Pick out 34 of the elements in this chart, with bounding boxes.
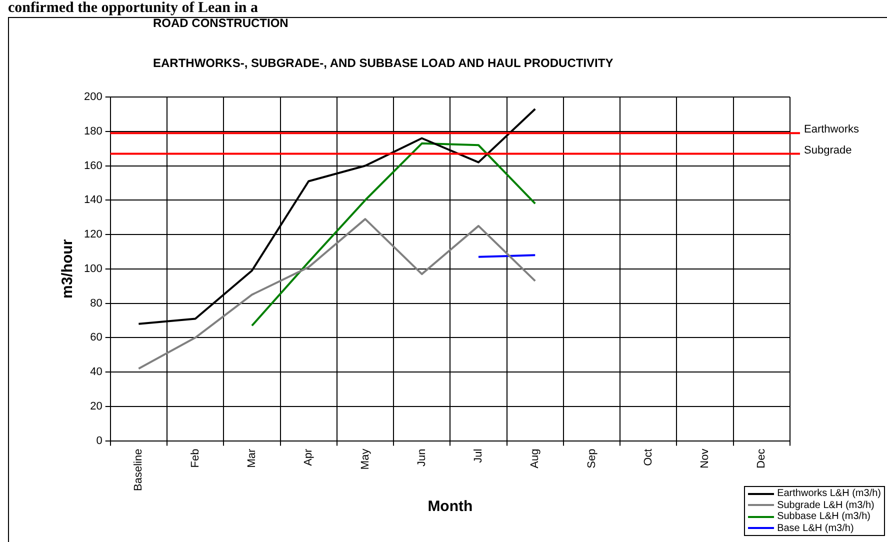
x-tick-label: Oct (642, 448, 654, 466)
y-tick-label: 100 (84, 262, 102, 275)
y-tick-label: 40 (90, 366, 102, 378)
x-tick-label: Jun (416, 448, 428, 467)
y-tick-label: 80 (90, 297, 102, 310)
x-tick-label: Aug (529, 448, 542, 468)
legend-label: Earthworks L&H (m3/h) (777, 488, 881, 500)
x-axis-title: Month (428, 498, 473, 516)
x-tick-label: Sep (586, 448, 598, 468)
x-tick-label: Mar (246, 448, 258, 468)
y-tick-label: 140 (84, 194, 102, 206)
y-tick-label: 0 (96, 434, 102, 447)
ref-line-label: Earthworks (804, 124, 860, 136)
x-tick-label: Jul (472, 448, 485, 463)
y-tick-label: 120 (84, 228, 102, 241)
chart-title: ROAD CONSTRUCTION (153, 16, 288, 30)
x-tick-label: Baseline (132, 448, 145, 492)
x-tick-label: May (359, 448, 372, 470)
legend-label: Base L&H (m3/h) (777, 522, 854, 534)
ref-line-label: Subgrade (804, 144, 852, 156)
y-tick-label: 20 (90, 400, 102, 412)
legend-label: Subbase L&H (m3/h) (777, 511, 870, 522)
y-axis-title: m3/hour (59, 239, 76, 298)
text: confirmed the opportunity of Lean in a (8, 0, 258, 16)
chart-subtitle: EARTHWORKS-, SUBGRADE-, AND SUBBASE LOAD AND HAUL PRODUCTIVITY (153, 56, 614, 70)
x-tick-label: Dec (756, 448, 768, 468)
y-tick-label: 180 (84, 125, 102, 138)
y-tick-label: 200 (84, 91, 102, 104)
legend-label: Subgrade L&H (m3/h) (777, 500, 874, 511)
y-tick-label: 160 (84, 160, 102, 172)
y-tick-label: 60 (90, 332, 102, 344)
x-tick-label: Apr (302, 448, 315, 466)
x-tick-label: Nov (699, 448, 712, 468)
x-tick-label: Feb (189, 448, 202, 468)
